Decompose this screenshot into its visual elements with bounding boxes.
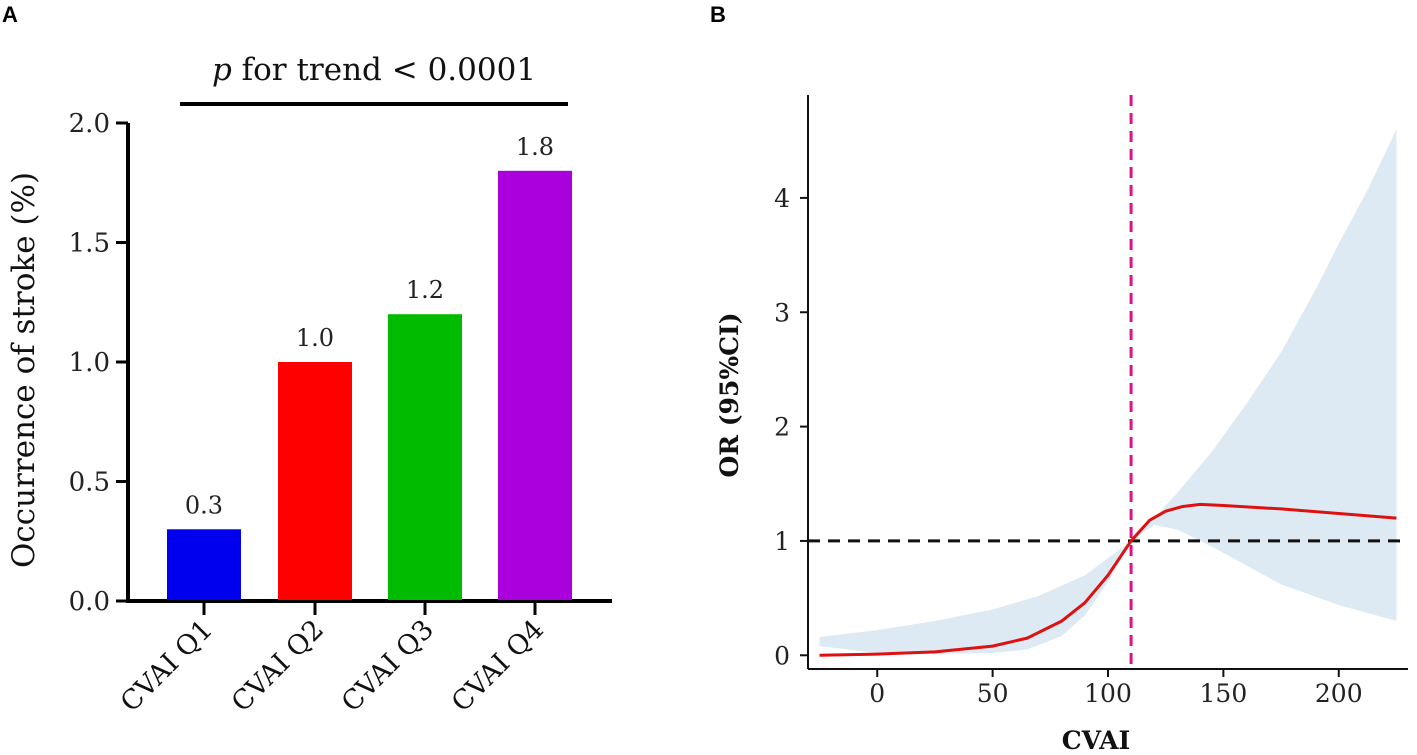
bar-value-label: 1.0 <box>296 324 334 352</box>
y-axis-label-a: Occurrence of stroke (%) <box>6 172 42 568</box>
x-axis-label-b: CVAI <box>1062 726 1130 755</box>
y-tick-label-a: 0.5 <box>69 468 110 498</box>
bar-1 <box>167 529 241 600</box>
bar-2 <box>278 362 352 600</box>
trend-label: p for trend < 0.0001 <box>212 52 536 88</box>
bar-value-label: 1.2 <box>406 276 444 304</box>
panel-b-label: B <box>710 2 726 27</box>
y-tick-label-b: 1 <box>774 527 790 556</box>
y-tick-label-b: 4 <box>774 184 790 213</box>
confidence-band <box>819 129 1397 655</box>
trend-label-rest: for trend < 0.0001 <box>232 52 536 88</box>
category-label: CVAI Q2 <box>226 614 330 718</box>
bar-3 <box>388 314 462 600</box>
y-tick-label-b: 2 <box>774 413 790 442</box>
y-tick-label-b: 3 <box>774 298 790 327</box>
x-tick-label-b: 50 <box>977 679 1009 708</box>
x-tick-label-b: 150 <box>1200 679 1248 708</box>
panel-b-line-chart: 0 1 2 3 4 0 50 100 150 200 CVAI OR (95%CI) <box>715 95 1408 755</box>
y-tick-label-a: 0.0 <box>69 587 110 617</box>
or-curve <box>819 502 1397 657</box>
y-axis-label-b: OR (95%CI) <box>715 312 744 477</box>
y-tick-label-b: 0 <box>774 641 790 670</box>
x-tick-label-b: 200 <box>1315 679 1363 708</box>
category-label: CVAI Q4 <box>446 614 550 718</box>
trend-label-p: p <box>212 52 232 88</box>
bar-value-label: 1.8 <box>516 133 554 161</box>
panel-a-label: A <box>2 2 18 27</box>
x-tick-label-b: 100 <box>1084 679 1132 708</box>
panel-a-bar-chart: p for trend < 0.0001 Occurrence of strok… <box>6 52 612 718</box>
y-tick-label-a: 2.0 <box>69 109 110 139</box>
bar-value-label: 0.3 <box>185 491 223 519</box>
category-label: CVAI Q3 <box>336 614 440 718</box>
y-tick-label-a: 1.0 <box>69 348 110 378</box>
bar-4 <box>498 170 572 601</box>
x-tick-label-b: 0 <box>869 679 885 708</box>
category-label: CVAI Q1 <box>115 614 219 718</box>
y-tick-label-a: 1.5 <box>69 229 110 259</box>
